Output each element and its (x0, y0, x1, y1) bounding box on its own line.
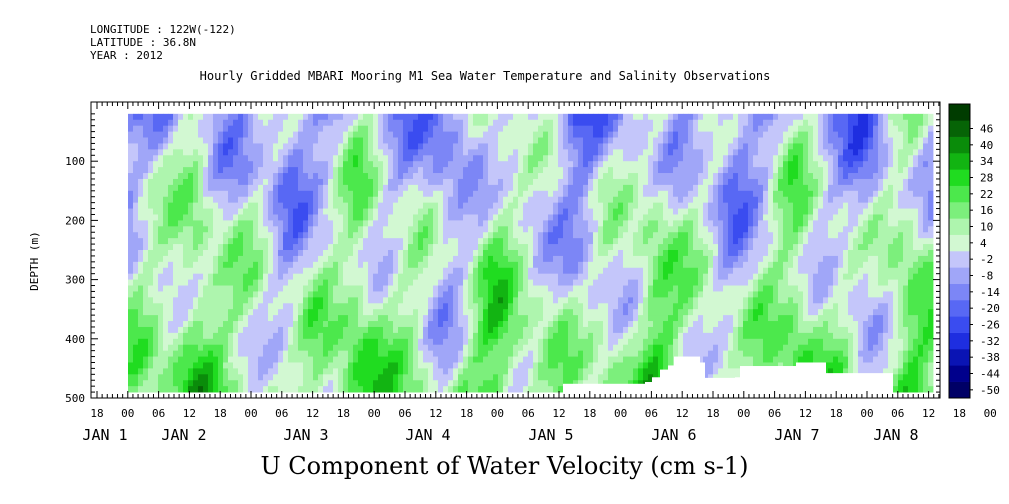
colorbar-label: 4 (980, 237, 987, 250)
colorbar-swatch (949, 251, 970, 268)
x-tick-label: 18 (90, 407, 103, 420)
colorbar-label: -26 (980, 319, 1000, 332)
colorbar-swatch (949, 332, 970, 350)
colorbar-label: -44 (980, 368, 1000, 381)
colorbar-swatch (949, 218, 970, 235)
colorbar: -50 -44 -38 -32 -26 -20 -14 -8 -2 4 10 16 22 28 34 40 46 (948, 103, 1000, 399)
colorbar-label: -20 (980, 302, 1000, 315)
x-day-label: JAN 3 (283, 426, 328, 444)
colorbar-swatch (949, 349, 970, 366)
colorbar-swatch (949, 153, 970, 170)
x-tick-label: 00 (860, 407, 873, 420)
colorbar-label: 40 (980, 139, 993, 152)
y-tick-label: 100 (65, 155, 85, 168)
longitude-label: LONGITUDE : 122W(-122) (90, 23, 236, 36)
colorbar-label: -14 (980, 286, 1000, 299)
x-day-label: JAN 2 (161, 426, 206, 444)
x-tick-label: 00 (491, 407, 504, 420)
x-tick-label: 06 (275, 407, 288, 420)
x-tick-label: 06 (398, 407, 411, 420)
colorbar-label: -32 (980, 335, 1000, 348)
x-tick-label: 12 (676, 407, 689, 420)
x-tick-label: 12 (799, 407, 812, 420)
x-tick-label: 00 (984, 407, 997, 420)
chart-title: Hourly Gridded MBARI Mooring M1 Sea Wate… (199, 69, 771, 83)
year-label: YEAR : 2012 (90, 49, 163, 62)
x-tick-label: 00 (121, 407, 134, 420)
x-tick-label: 18 (706, 407, 719, 420)
colorbar-label: 10 (980, 221, 993, 234)
x-tick-label: 00 (368, 407, 381, 420)
x-tick-label: 18 (830, 407, 843, 420)
x-day-label: JAN 8 (873, 426, 918, 444)
colorbar-swatch (949, 185, 970, 203)
x-tick-label: 12 (922, 407, 935, 420)
x-tick-label: 00 (614, 407, 627, 420)
y-tick-label: 300 (65, 274, 85, 287)
colorbar-swatch (949, 234, 970, 252)
x-tick-label: 12 (183, 407, 196, 420)
x-tick-label: 18 (583, 407, 596, 420)
x-tick-label: 18 (953, 407, 966, 420)
x-tick-label: 18 (337, 407, 350, 420)
x-day-label: JAN 5 (528, 426, 573, 444)
x-tick-label: 06 (768, 407, 781, 420)
x-day-label: JAN 7 (774, 426, 819, 444)
x-tick-label: 12 (429, 407, 442, 420)
x-tick-label: 18 (214, 407, 227, 420)
y-tick-label: 400 (65, 333, 85, 346)
colorbar-swatch (949, 104, 970, 121)
colorbar-swatch (949, 120, 970, 137)
x-tick-label: 06 (891, 407, 904, 420)
latitude-label: LATITUDE : 36.8N (90, 36, 196, 49)
x-tick-label: 06 (645, 407, 658, 420)
colorbar-swatch (949, 316, 970, 333)
colorbar-label: 28 (980, 172, 993, 185)
colorbar-swatch (949, 381, 970, 399)
colorbar-label: 22 (980, 188, 993, 201)
colorbar-label: -2 (980, 253, 993, 266)
colorbar-swatch (949, 136, 970, 154)
colorbar-label: -50 (980, 384, 1000, 397)
x-tick-label: 00 (244, 407, 257, 420)
x-tick-label: 06 (522, 407, 535, 420)
x-tick-label: 12 (552, 407, 565, 420)
x-day-label: JAN 4 (405, 426, 450, 444)
colorbar-swatch (949, 169, 970, 186)
colorbar-swatch (949, 267, 970, 284)
colorbar-label: -38 (980, 351, 1000, 364)
x-tick-label: 18 (460, 407, 473, 420)
colorbar-swatch (949, 365, 970, 382)
x-day-label: JAN 1 (82, 426, 127, 444)
y-tick-label: 500 (65, 392, 85, 405)
colorbar-label: 34 (980, 155, 994, 168)
x-day-label: JAN 6 (651, 426, 696, 444)
colorbar-swatch (949, 283, 970, 301)
colorbar-swatch (949, 202, 970, 219)
x-tick-label: 12 (306, 407, 319, 420)
x-tick-label: 00 (737, 407, 750, 420)
y-tick-label: 200 (65, 214, 85, 227)
variable-title: U Component of Water Velocity (cm s-1) (260, 452, 749, 480)
colorbar-label: 46 (980, 123, 993, 136)
colorbar-swatch (949, 300, 970, 317)
colorbar-label: 16 (980, 204, 993, 217)
colorbar-label: -8 (980, 270, 993, 283)
x-tick-label: 06 (152, 407, 165, 420)
heatmap-field (128, 113, 934, 394)
